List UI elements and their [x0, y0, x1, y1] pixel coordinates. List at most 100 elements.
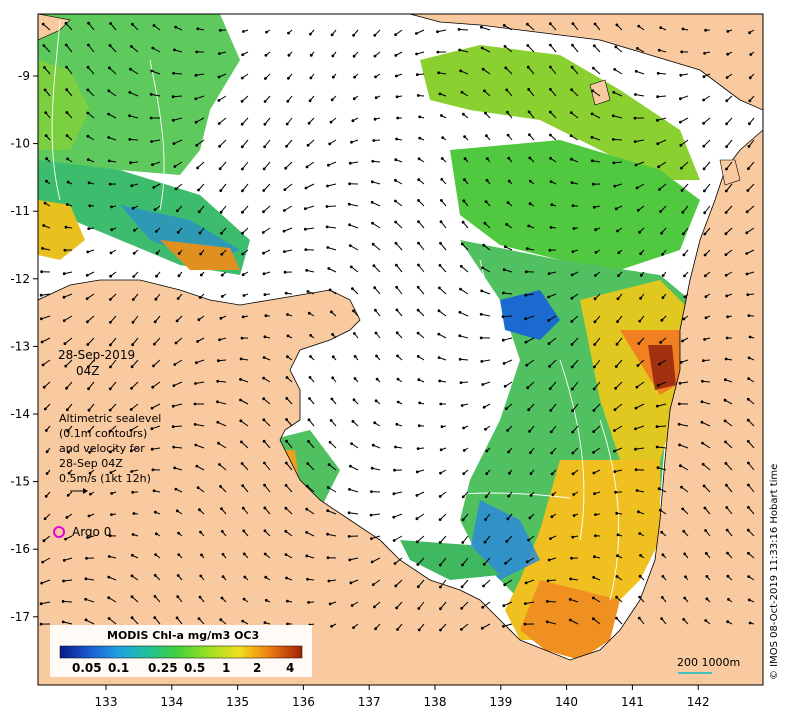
velocity-arrow-head	[703, 360, 705, 362]
velocity-arrow-head	[680, 98, 682, 100]
velocity-arrow-head	[151, 428, 153, 430]
velocity-arrow-head	[175, 488, 177, 490]
velocity-arrow-head	[198, 189, 200, 191]
velocity-arrow-head	[506, 89, 508, 91]
velocity-arrow-head	[196, 51, 198, 53]
velocity-arrow-head	[328, 268, 330, 270]
velocity-arrow-head	[173, 446, 175, 448]
velocity-arrow-head	[285, 554, 287, 556]
velocity-arrow-head	[371, 201, 373, 203]
velocity-arrow-head	[416, 471, 418, 473]
velocity-arrow-head	[572, 44, 574, 46]
velocity-arrow-head	[461, 405, 463, 407]
velocity-arrow-head	[440, 629, 442, 631]
velocity-arrow-head	[151, 141, 153, 143]
velocity-arrow-head	[353, 627, 355, 629]
velocity-arrow-head	[464, 179, 466, 181]
velocity-arrow-head	[195, 121, 197, 123]
velocity-arrow-head	[130, 162, 132, 164]
velocity-arrow-head	[637, 48, 639, 50]
velocity-arrow-head	[618, 275, 620, 277]
velocity-arrow-head	[41, 318, 43, 320]
velocity-arrow-head	[307, 291, 309, 293]
velocity-arrow-head	[747, 398, 749, 400]
velocity-arrow-head	[747, 419, 749, 421]
velocity-arrow-head	[705, 275, 707, 277]
velocity-arrow-head	[308, 419, 310, 421]
velocity-arrow-head	[725, 379, 727, 381]
velocity-arrow-head	[725, 254, 727, 256]
velocity-arrow-head	[243, 31, 245, 33]
velocity-arrow-head	[153, 365, 155, 367]
velocity-arrow-head	[704, 254, 706, 256]
velocity-arrow-head	[375, 97, 377, 99]
velocity-arrow-head	[727, 316, 729, 318]
velocity-arrow-head	[570, 135, 572, 137]
velocity-arrow-head	[703, 76, 705, 78]
velocity-arrow-head	[310, 54, 312, 56]
velocity-arrow-head	[242, 54, 244, 56]
velocity-arrow-head	[616, 512, 618, 514]
velocity-arrow-head	[264, 530, 266, 532]
velocity-arrow-head	[572, 473, 574, 475]
velocity-arrow-head	[332, 334, 334, 336]
velocity-arrow-head	[529, 430, 531, 432]
velocity-arrow-head	[463, 450, 465, 452]
velocity-arrow-head	[442, 137, 444, 139]
velocity-arrow-head	[592, 90, 594, 92]
velocity-arrow-head	[550, 157, 552, 159]
velocity-arrow-head	[221, 232, 223, 234]
velocity-arrow-head	[352, 120, 354, 122]
velocity-arrow-head	[705, 296, 707, 298]
velocity-arrow-head	[526, 561, 528, 563]
lat-tick-label: -11	[10, 204, 30, 218]
legend-tick-3: 0.5	[184, 661, 205, 675]
velocity-arrow-head	[439, 287, 441, 289]
velocity-arrow-head	[661, 232, 663, 234]
velocity-arrow-head	[263, 419, 265, 421]
velocity-arrow-head	[662, 576, 664, 578]
velocity-arrow-head	[331, 34, 333, 36]
velocity-arrow-head	[85, 598, 87, 600]
velocity-arrow-head	[219, 53, 221, 55]
velocity-arrow-head	[748, 484, 750, 486]
velocity-arrow-head	[418, 629, 420, 631]
velocity-arrow-head	[87, 159, 89, 161]
velocity-arrow-head	[326, 226, 328, 228]
velocity-arrow-head	[551, 473, 553, 475]
velocity-arrow-head	[464, 136, 466, 138]
velocity-arrow-head	[591, 136, 593, 138]
velocity-arrow-head	[615, 208, 617, 210]
velocity-arrow-head	[328, 580, 330, 582]
velocity-arrow-head	[371, 181, 373, 183]
velocity-arrow-head	[395, 75, 397, 77]
velocity-arrow-head	[706, 576, 708, 578]
velocity-arrow-head	[217, 401, 219, 403]
velocity-arrow-head	[349, 183, 351, 185]
velocity-arrow-head	[441, 200, 443, 202]
velocity-arrow-head	[706, 598, 708, 600]
velocity-arrow-head	[594, 493, 596, 495]
velocity-arrow-head	[177, 298, 179, 300]
velocity-arrow-head	[176, 210, 178, 212]
velocity-arrow-head	[353, 55, 355, 57]
velocity-arrow-head	[178, 253, 180, 255]
velocity-arrow-head	[507, 134, 509, 136]
velocity-arrow-head	[328, 464, 330, 466]
velocity-arrow-head	[439, 564, 441, 566]
velocity-arrow-head	[569, 599, 571, 601]
velocity-arrow-head	[131, 366, 133, 368]
velocity-arrow-head	[286, 440, 288, 442]
velocity-arrow-head	[746, 273, 748, 275]
velocity-arrow-head	[486, 135, 488, 137]
velocity-arrow-head	[177, 231, 179, 233]
velocity-arrow-head	[241, 100, 243, 102]
velocity-arrow-head	[462, 496, 464, 498]
velocity-arrow-head	[525, 294, 527, 296]
velocity-arrow-head	[570, 112, 572, 114]
velocity-arrow-head	[349, 245, 351, 247]
velocity-arrow-head	[681, 167, 683, 169]
velocity-arrow-head	[749, 77, 751, 79]
velocity-arrow-head	[353, 310, 355, 312]
velocity-arrow-head	[375, 76, 377, 78]
